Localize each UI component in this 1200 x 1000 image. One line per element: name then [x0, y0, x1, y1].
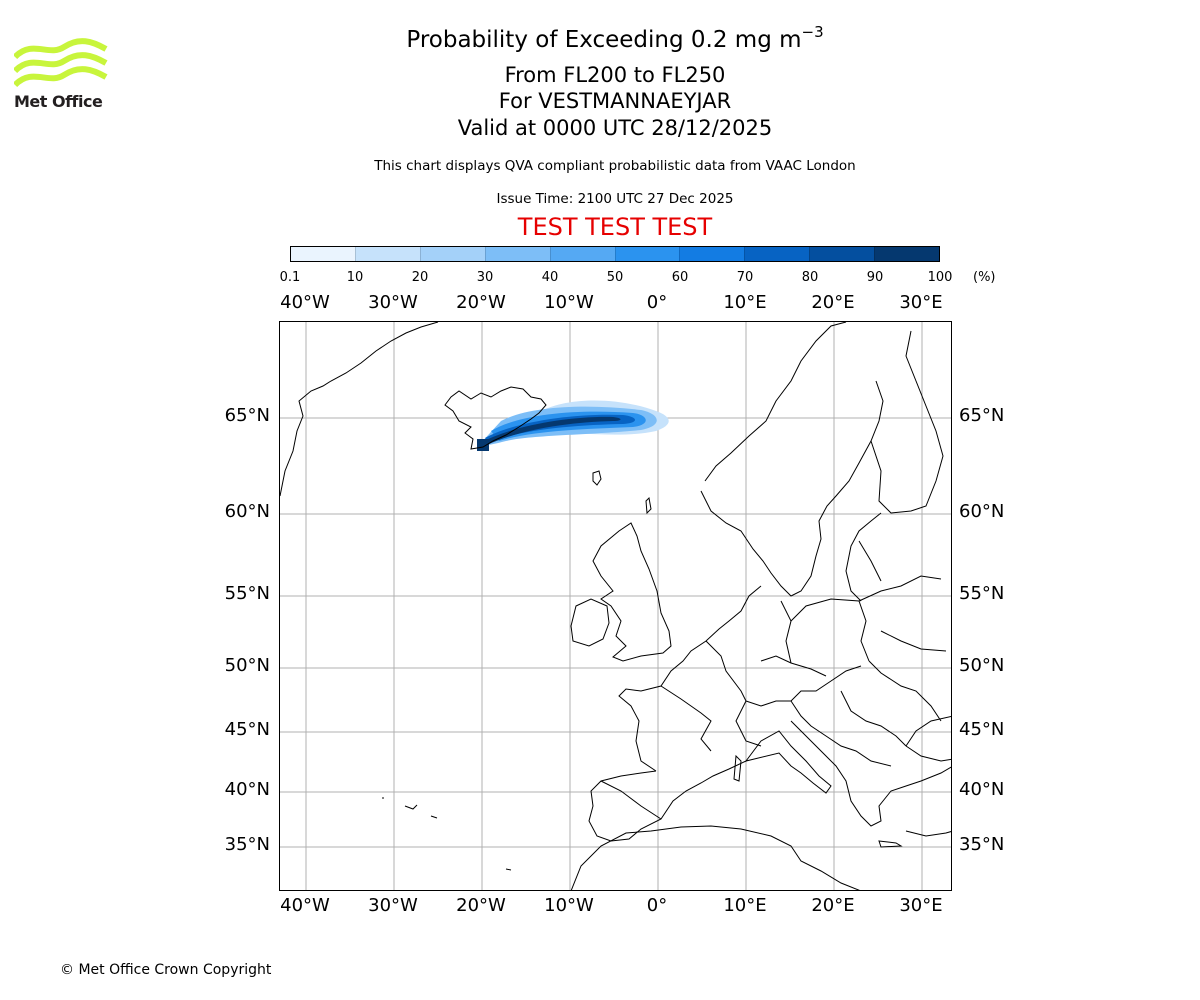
longitude-label: 40°W	[280, 292, 330, 313]
colorbar-cell	[354, 247, 420, 261]
issue-time: Issue Time: 2100 UTC 27 Dec 2025	[496, 191, 734, 207]
longitude-label: 0°	[646, 895, 668, 916]
latitude-label: 45°N	[959, 719, 1005, 740]
longitude-label: 20°W	[456, 895, 506, 916]
colorbar-cell	[744, 247, 810, 261]
colorbar-cell	[679, 247, 745, 261]
latitude-label: 40°N	[224, 779, 270, 800]
volcano-name: For VESTMANNAEYJAR	[498, 89, 732, 113]
met-office-logo-text: Met Office	[14, 92, 103, 111]
colorbar-cell	[809, 247, 875, 261]
flight-level-range: From FL200 to FL250	[504, 63, 726, 87]
chart-title: Probability of Exceeding 0.2 mg m−3	[406, 23, 824, 53]
colorbar-tick-label: 90	[866, 270, 884, 285]
longitude-label: 10°E	[723, 292, 767, 313]
coastlines	[280, 322, 951, 890]
latitude-label: 65°N	[224, 405, 270, 426]
colorbar-cell	[614, 247, 680, 261]
colorbar-tick-label: 80	[801, 270, 819, 285]
map-svg	[280, 322, 951, 890]
latitude-label: 55°N	[224, 583, 270, 604]
longitude-label: 10°W	[544, 895, 594, 916]
colorbar	[290, 246, 940, 262]
longitude-label: 20°E	[811, 292, 855, 313]
latitude-label: 50°N	[224, 655, 270, 676]
colorbar-tick-label: 40	[541, 270, 559, 285]
longitude-label: 30°W	[368, 292, 418, 313]
ash-probability-plume	[477, 400, 669, 451]
colorbar-cell	[549, 247, 615, 261]
latitude-label: 60°N	[959, 501, 1005, 522]
latitude-label: 55°N	[959, 583, 1005, 604]
longitude-label: 10°W	[544, 292, 594, 313]
met-office-logo-icon	[14, 38, 108, 88]
disclaimer-text: This chart displays QVA compliant probab…	[374, 158, 856, 174]
colorbar-cell	[291, 247, 355, 261]
colorbar-unit: (%)	[973, 270, 996, 285]
longitude-label: 20°W	[456, 292, 506, 313]
latitude-label: 65°N	[959, 405, 1005, 426]
country-borders	[600, 540, 947, 820]
colorbar-tick-label: 70	[736, 270, 754, 285]
colorbar-tick-label: 50	[606, 270, 624, 285]
latitude-label: 60°N	[224, 501, 270, 522]
latitude-label: 40°N	[959, 779, 1005, 800]
colorbar-cell	[419, 247, 485, 261]
colorbar-tick-label: 20	[411, 270, 429, 285]
colorbar-cell	[874, 247, 940, 261]
copyright-notice: © Met Office Crown Copyright	[60, 962, 272, 978]
latitude-label: 35°N	[224, 834, 270, 855]
valid-time: Valid at 0000 UTC 28/12/2025	[457, 116, 773, 140]
map-panel[interactable]	[279, 321, 952, 891]
longitude-label: 0°	[646, 292, 668, 313]
test-banner: TEST TEST TEST	[517, 213, 713, 241]
colorbar-tick-label: 30	[476, 270, 494, 285]
longitude-label: 10°E	[723, 895, 767, 916]
latitude-label: 50°N	[959, 655, 1005, 676]
latitude-label: 45°N	[224, 719, 270, 740]
longitude-label: 40°W	[280, 895, 330, 916]
longitude-label: 30°E	[899, 895, 943, 916]
longitude-label: 30°E	[899, 292, 943, 313]
latitude-label: 35°N	[959, 834, 1005, 855]
colorbar-tick-label: 100	[927, 270, 953, 285]
colorbar-tick-label: 60	[671, 270, 689, 285]
colorbar-tick-label: 0.1	[279, 270, 301, 285]
colorbar-cell	[484, 247, 550, 261]
colorbar-tick-label: 10	[346, 270, 364, 285]
longitude-label: 20°E	[811, 895, 855, 916]
longitude-label: 30°W	[368, 895, 418, 916]
